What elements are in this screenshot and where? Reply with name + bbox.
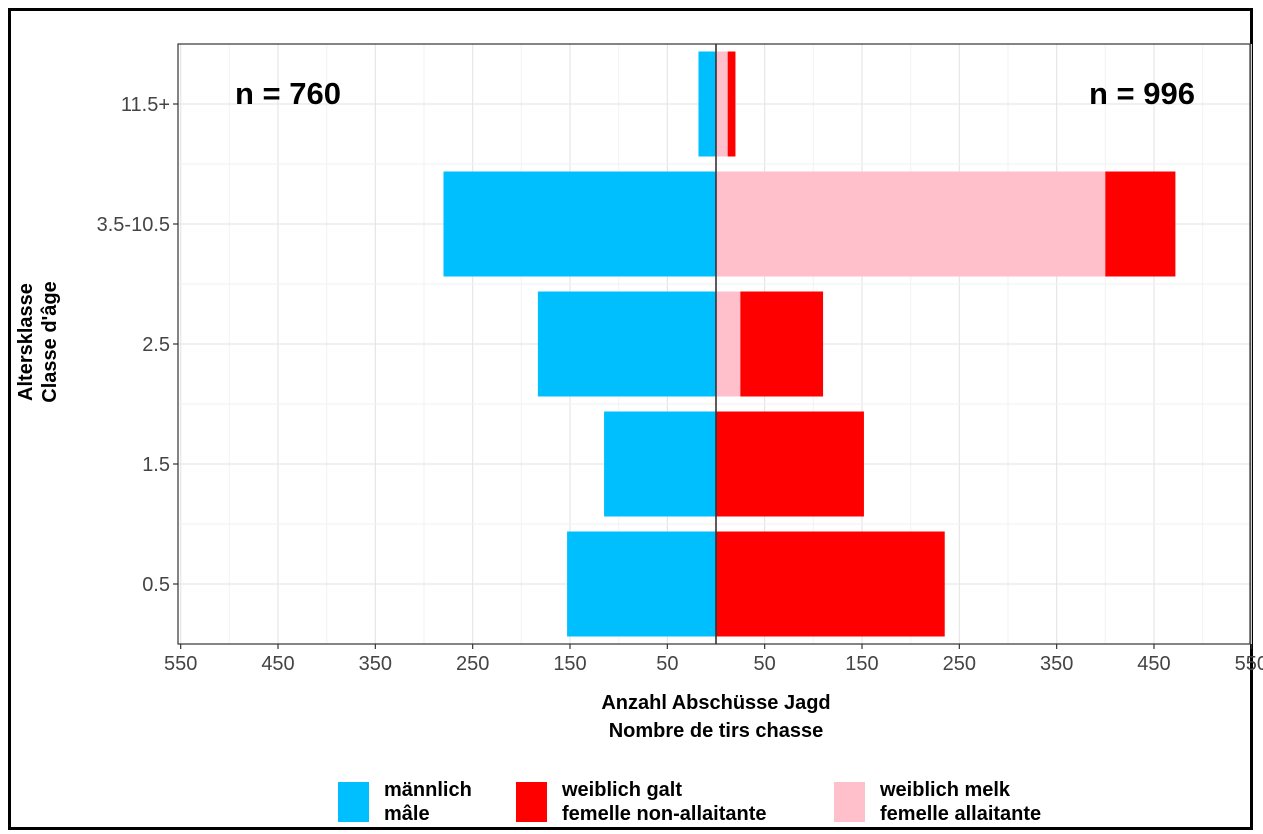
x-tick-label: 350 bbox=[359, 653, 392, 675]
x-tick-label: 50 bbox=[656, 653, 678, 675]
legend-label: weiblich galt femelle non-allaitante bbox=[562, 779, 767, 825]
x-tick-label: 250 bbox=[456, 653, 489, 675]
bar-male-3.5-10.5 bbox=[443, 171, 716, 277]
legend-swatch bbox=[516, 782, 547, 822]
bar-male-2.5 bbox=[537, 291, 716, 397]
left-total-label: n = 760 bbox=[235, 76, 341, 111]
right-total-label: n = 996 bbox=[1089, 76, 1195, 111]
bar-female-lactating-2.5 bbox=[716, 291, 741, 397]
x-tick-label: 150 bbox=[553, 653, 586, 675]
bar-female-non-lactating-3.5-10.5 bbox=[1105, 171, 1176, 277]
bar-male-0.5 bbox=[567, 531, 716, 637]
bar-female-non-lactating-0.5 bbox=[716, 531, 945, 637]
y-tick-label: 3.5-10.5 bbox=[97, 214, 170, 236]
legend-swatch bbox=[338, 782, 369, 822]
x-tick-label: 550 bbox=[1235, 653, 1263, 675]
bar-female-non-lactating-2.5 bbox=[740, 291, 824, 397]
x-axis-title-line1: Anzahl Abschüsse Jagd bbox=[601, 692, 830, 714]
legend-label: männlich mâle bbox=[384, 779, 472, 825]
x-tick-label: 50 bbox=[754, 653, 776, 675]
bar-female-lactating-3.5-10.5 bbox=[716, 171, 1106, 277]
bar-female-non-lactating-1.5 bbox=[716, 411, 864, 517]
plot-area: 0.5 1.5 2.5 3.5-10.5 11.5+ 550 450 350 250 150 50 5… bbox=[97, 43, 1263, 675]
y-axis-title: Altersklasse Classe d'âge bbox=[15, 281, 61, 402]
x-tick-label: 450 bbox=[1137, 653, 1170, 675]
legend-swatch bbox=[834, 782, 865, 822]
x-tick-label: 450 bbox=[261, 653, 294, 675]
bar-male-11.5+ bbox=[698, 51, 716, 157]
bar-female-lactating-11.5+ bbox=[716, 51, 728, 157]
bar-female-non-lactating-11.5+ bbox=[727, 51, 736, 157]
y-tick-label: 0.5 bbox=[142, 574, 170, 596]
bar-male-1.5 bbox=[604, 411, 716, 517]
x-tick-label: 150 bbox=[845, 653, 878, 675]
y-axis-title-line2: Classe d'âge bbox=[39, 281, 61, 402]
x-tick-label: 350 bbox=[1040, 653, 1073, 675]
legend: männlich mâle weiblich galt femelle non-all… bbox=[338, 776, 1158, 828]
legend-label: weiblich melk femelle allaitante bbox=[880, 779, 1042, 825]
x-tick-label: 550 bbox=[164, 653, 197, 675]
y-tick-label: 2.5 bbox=[142, 334, 170, 356]
y-tick-label: 11.5+ bbox=[121, 94, 170, 116]
x-tick-label: 250 bbox=[943, 653, 976, 675]
y-axis-title-line1: Altersklasse bbox=[15, 283, 37, 401]
y-tick-label: 1.5 bbox=[142, 454, 170, 476]
x-axis-title-line2: Nombre de tirs chasse bbox=[609, 720, 824, 742]
